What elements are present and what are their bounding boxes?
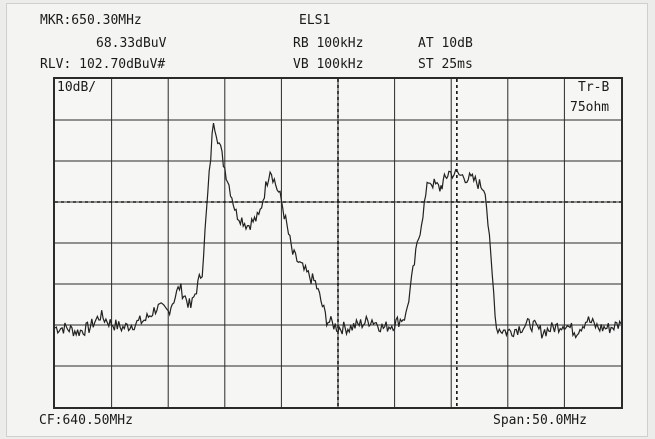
mode-label: ELS1 xyxy=(299,13,331,28)
trace-label: Tr-B xyxy=(578,80,610,95)
marker-frequency: MKR:650.30MHz xyxy=(40,13,142,28)
analyzer-screen: MKR:650.30MHz 68.33dBuV RLV: 102.70dBuV#… xyxy=(6,3,648,437)
impedance-label: 75ohm xyxy=(570,100,610,115)
rbw-setting: RB 100kHz xyxy=(293,36,364,51)
span-setting: Span:50.0MHz xyxy=(493,413,587,428)
attenuation-setting: AT 10dB xyxy=(418,36,473,51)
reference-level: RLV: 102.70dBuV# xyxy=(40,57,166,72)
vbw-setting: VB 100kHz xyxy=(293,57,364,72)
scale-label: 10dB/ xyxy=(57,80,97,95)
spectrum-plot xyxy=(55,79,621,407)
spectrum-trace xyxy=(55,122,621,339)
sweep-time-setting: ST 25ms xyxy=(418,57,473,72)
marker-level: 68.33dBuV xyxy=(96,36,167,51)
graticule: 10dB/ Tr-B 75ohm xyxy=(53,77,623,409)
center-frequency: CF:640.50MHz xyxy=(39,413,133,428)
